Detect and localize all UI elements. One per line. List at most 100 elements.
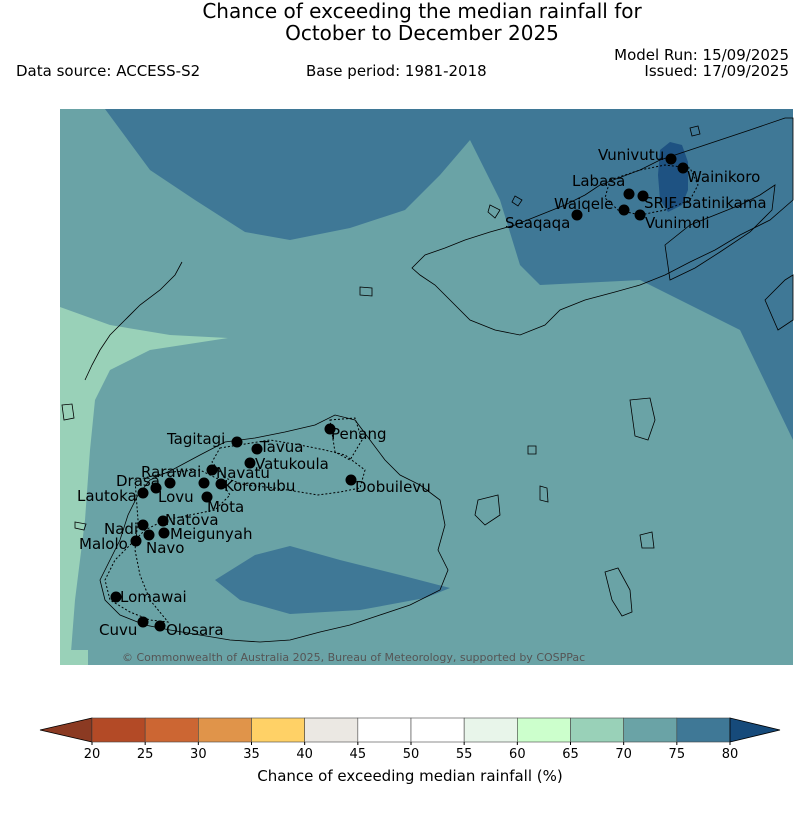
station-meigunyah: Meigunyah — [143, 525, 252, 543]
colorbar-title: Chance of exceeding median rainfall (%) — [257, 767, 562, 785]
colorbar-ticks: 20 25 30 35 40 45 50 55 60 65 70 75 80 — [84, 742, 739, 762]
station-batinikama: Batinikama — [682, 194, 767, 212]
colorbar-under-arrow — [39, 717, 93, 743]
svg-text:Penang: Penang — [331, 425, 386, 443]
svg-text:Wainikoro: Wainikoro — [687, 168, 760, 186]
colorbar-bin-50-55 — [410, 717, 465, 743]
taveuni-coast — [664, 184, 776, 281]
colorbar-tick-label: 50 — [403, 747, 420, 762]
issued-label: Issued: 17/09/2025 — [644, 62, 789, 80]
colorbar-tick-label: 70 — [615, 747, 632, 762]
svg-text:Batinikama: Batinikama — [682, 194, 767, 212]
station-labasa: Labasa — [572, 172, 635, 200]
map-panel: © Commonwealth of Australia 2025, Bureau… — [60, 109, 794, 665]
station-seaqaqa: Seaqaqa — [505, 209, 583, 232]
map-title-line1: Chance of exceeding the median rainfall … — [202, 0, 642, 23]
svg-text:Nadi: Nadi — [104, 520, 138, 538]
svg-text:Navo: Navo — [146, 539, 184, 557]
colorbar-tick-label: 25 — [137, 747, 154, 762]
colorbar-tick-label: 60 — [509, 747, 526, 762]
station-nadi: Nadi — [104, 519, 149, 538]
station-markers: Vunivutu Wainikoro Labasa Waiqele SRIF B… — [77, 146, 767, 639]
copyright-text: © Commonwealth of Australia 2025, Bureau… — [122, 651, 585, 664]
svg-text:Waiqele: Waiqele — [554, 195, 613, 213]
zone-75-80-south — [215, 546, 450, 614]
svg-text:Tavua: Tavua — [259, 438, 303, 456]
station-waiqele: Waiqele — [554, 195, 630, 216]
zone-75-80-north — [105, 109, 793, 440]
svg-text:Vunivutu: Vunivutu — [598, 146, 664, 164]
colorbar-bin-30-35 — [198, 717, 252, 743]
station-vunimoli: Vunimoli — [634, 209, 710, 232]
station-tavua: Tavua — [251, 438, 303, 456]
colorbar-bin-40-45 — [304, 717, 359, 743]
station-rarawai: Rarawai — [141, 463, 218, 481]
svg-text:Vatukoula: Vatukoula — [255, 455, 329, 473]
colorbar-bin-60-65 — [517, 717, 571, 743]
svg-text:Koronubu: Koronubu — [224, 477, 295, 495]
data-source-label: Data source: ACCESS-S2 — [16, 62, 201, 80]
svg-text:Malolo: Malolo — [79, 535, 128, 553]
eastern-island-2 — [604, 567, 633, 617]
svg-text:Lautoka: Lautoka — [77, 487, 137, 505]
station-mota: Mota — [201, 491, 244, 516]
station-navatu: Navatu — [216, 464, 270, 482]
svg-text:Mota: Mota — [207, 498, 244, 516]
colorbar-bin-70-75 — [623, 717, 678, 743]
colorbar-tick-label: 40 — [296, 747, 313, 762]
station-lomawai: Lomawai — [110, 588, 187, 606]
zone-over-80 — [658, 142, 688, 212]
eastern-island-1 — [629, 397, 656, 441]
colorbar-tick-label: 35 — [243, 747, 260, 762]
district-boundaries — [104, 164, 699, 623]
station-olosara: Olosara — [154, 620, 224, 639]
yasawa-islands — [84, 261, 183, 381]
coastlines — [61, 117, 794, 643]
map-title-line2: October to December 2025 — [285, 21, 559, 45]
model-run-label: Model Run: 15/09/2025 — [614, 46, 789, 64]
svg-text:Navatu: Navatu — [216, 464, 270, 482]
svg-text:SRIF: SRIF — [644, 194, 677, 212]
station-vunivutu: Vunivutu — [598, 146, 677, 165]
svg-text:Tagitagi: Tagitagi — [166, 430, 225, 448]
colorbar-tick-label: 45 — [350, 747, 367, 762]
base-period-label: Base period: 1981-2018 — [306, 62, 487, 80]
station-navo: Navo — [146, 539, 184, 557]
station-lautoka: Lautoka — [77, 487, 149, 505]
svg-text:Olosara: Olosara — [166, 621, 224, 639]
station-malolo: Malolo — [79, 535, 142, 553]
station-drasa: Drasa — [116, 472, 162, 494]
svg-text:Dobuilevu: Dobuilevu — [355, 478, 431, 496]
colorbar-over-arrow — [729, 717, 781, 743]
station-natova: Natova — [157, 511, 219, 529]
colorbar-tick-label: 75 — [669, 747, 686, 762]
station-vatukoula: Vatukoula — [244, 455, 329, 473]
station-lovu: Lovu — [158, 488, 194, 506]
colorbar-bin-75-80 — [676, 717, 731, 743]
vanua-levu-coast — [411, 117, 794, 336]
station-wainikoro: Wainikoro — [677, 162, 760, 186]
station-dobuilevu: Dobuilevu — [345, 474, 431, 496]
colorbar-tick-label: 65 — [562, 747, 579, 762]
colorbar-bin-45-50 — [357, 717, 412, 743]
svg-text:Rarawai: Rarawai — [141, 463, 201, 481]
svg-text:Cuvu: Cuvu — [99, 621, 137, 639]
station-koronubu: Koronubu — [164, 477, 295, 495]
colorbar-bin-25-30 — [144, 717, 199, 743]
viti-levu-coast — [99, 414, 449, 643]
colorbar-tick-label: 30 — [190, 747, 207, 762]
svg-text:Seaqaqa: Seaqaqa — [505, 214, 570, 232]
svg-text:Natova: Natova — [165, 511, 219, 529]
svg-text:Vunimoli: Vunimoli — [645, 214, 710, 232]
colorbar-tick-label: 20 — [84, 747, 101, 762]
colorbar-bin-65-70 — [570, 717, 624, 743]
svg-text:Drasa: Drasa — [116, 472, 160, 490]
station-penang: Penang — [324, 423, 386, 443]
station-srif: SRIF — [637, 190, 677, 212]
svg-text:Labasa: Labasa — [572, 172, 625, 190]
colorbar-tick-label: 55 — [456, 747, 473, 762]
zone-65-70 — [60, 307, 228, 665]
svg-text:Lomawai: Lomawai — [120, 588, 187, 606]
colorbar-tick-label: 80 — [722, 747, 739, 762]
